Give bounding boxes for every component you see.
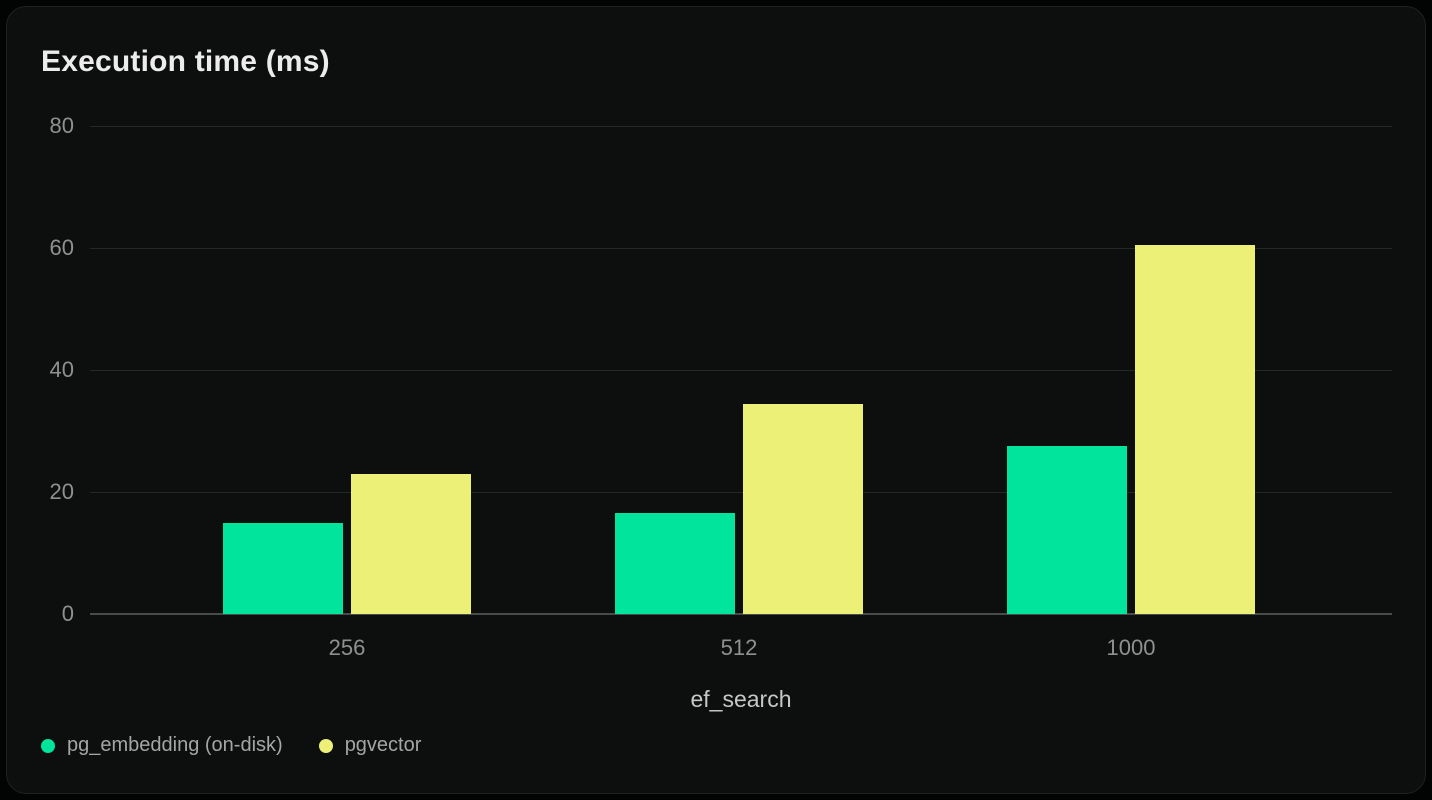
- legend-label: pg_embedding (on-disk): [67, 734, 283, 756]
- legend: pg_embedding (on-disk) pgvector: [41, 734, 421, 757]
- gridline-y60: [90, 247, 1392, 249]
- bar-pgvector-1000: [1135, 244, 1255, 614]
- x-tick-label-1000: 1000: [1106, 635, 1156, 660]
- legend-dot-icon: [318, 738, 333, 753]
- x-tick-label-256: 256: [328, 635, 366, 660]
- y-tick-label-20: 20: [49, 479, 74, 504]
- y-tick-label-0: 0: [61, 601, 74, 626]
- chart-title: Execution time (ms): [41, 45, 330, 78]
- legend-dot-icon: [41, 738, 55, 753]
- bar-pg_embedding-256: [223, 522, 343, 614]
- chart-card: Execution time (ms) 0 20 40 60 80 256 512 1000 …: [6, 6, 1426, 794]
- bar-pg_embedding-512: [615, 513, 735, 614]
- y-tick-label-40: 40: [49, 357, 74, 382]
- gridline-y40: [90, 369, 1392, 371]
- plot-area: 0 20 40 60 80 256 512 1000: [7, 7, 1425, 793]
- legend-item-pgvector: pgvector: [318, 734, 422, 757]
- legend-item-pg_embedding: pg_embedding (on-disk): [41, 734, 283, 757]
- x-axis-label: ef_search: [690, 686, 792, 712]
- bar-pgvector-512: [743, 403, 863, 614]
- y-tick-label-60: 60: [49, 235, 74, 260]
- x-axis-baseline: [90, 613, 1392, 615]
- y-tick-label-80: 80: [49, 113, 74, 138]
- bar-pg_embedding-1000: [1007, 446, 1127, 614]
- x-tick-label-512: 512: [720, 635, 758, 660]
- legend-label: pgvector: [344, 734, 422, 756]
- gridline-y80: [90, 125, 1392, 127]
- gridline-y20: [90, 491, 1392, 493]
- bar-pgvector-256: [351, 473, 471, 614]
